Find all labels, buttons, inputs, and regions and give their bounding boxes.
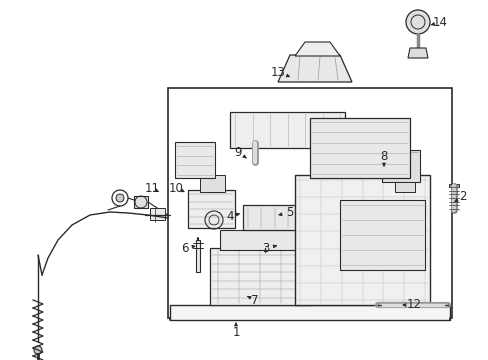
Text: 12: 12: [406, 298, 421, 311]
Polygon shape: [175, 142, 215, 178]
Polygon shape: [407, 48, 427, 58]
Polygon shape: [381, 150, 419, 182]
Text: 1: 1: [232, 327, 239, 339]
Polygon shape: [229, 112, 345, 148]
Polygon shape: [448, 184, 458, 187]
Text: 13: 13: [270, 66, 285, 78]
Text: 7: 7: [251, 293, 258, 306]
Bar: [168, 88, 451, 318]
Text: 3: 3: [262, 242, 269, 255]
Polygon shape: [150, 208, 164, 220]
Text: 10: 10: [168, 181, 183, 194]
Circle shape: [116, 194, 124, 202]
Text: 6: 6: [181, 242, 188, 255]
Text: 11: 11: [144, 181, 159, 194]
Text: 9: 9: [234, 145, 241, 158]
Polygon shape: [134, 196, 148, 208]
Polygon shape: [309, 118, 409, 178]
Text: 8: 8: [380, 150, 387, 163]
Polygon shape: [170, 305, 449, 320]
Circle shape: [34, 346, 42, 354]
Circle shape: [405, 10, 429, 34]
Polygon shape: [187, 190, 235, 228]
Polygon shape: [196, 240, 200, 272]
Polygon shape: [278, 55, 351, 82]
Polygon shape: [243, 205, 319, 230]
Polygon shape: [294, 175, 429, 305]
Text: 5: 5: [286, 207, 293, 220]
Polygon shape: [209, 248, 309, 305]
Polygon shape: [339, 200, 424, 270]
Text: 4: 4: [226, 210, 233, 222]
Text: 2: 2: [458, 190, 466, 203]
Polygon shape: [394, 182, 414, 192]
Text: 14: 14: [431, 15, 447, 28]
Polygon shape: [220, 230, 305, 250]
Polygon shape: [294, 42, 339, 56]
Polygon shape: [200, 175, 224, 192]
Circle shape: [236, 287, 247, 299]
